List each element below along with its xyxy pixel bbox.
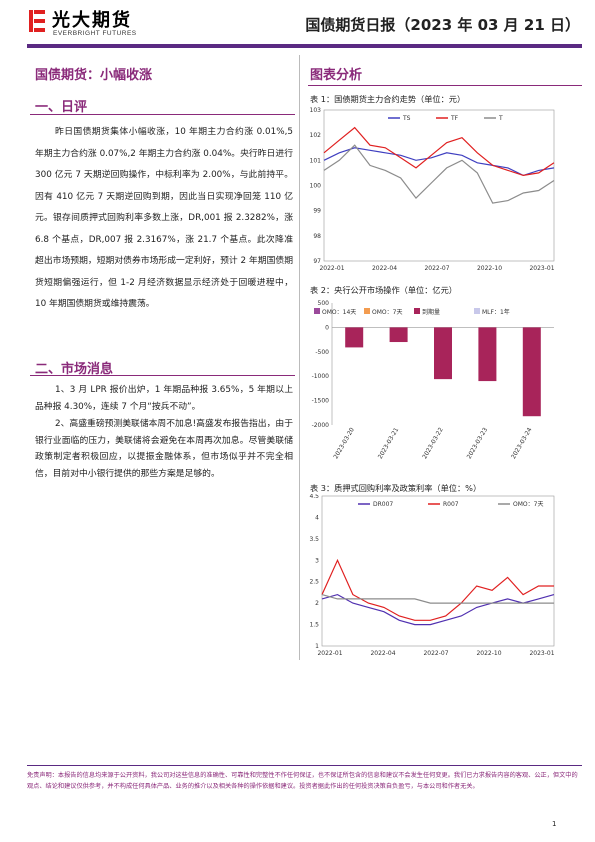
legend-label: TS	[402, 115, 411, 122]
y-tick-label: -1000	[312, 373, 330, 380]
y-tick-label: 500	[318, 300, 330, 307]
y-tick-label: 0	[325, 324, 329, 331]
section-title-daily-review: 一、日评	[35, 100, 88, 115]
x-tick-label: 2023-01	[529, 265, 554, 272]
x-tick-label: 2022-07	[424, 265, 449, 272]
x-tick-label: 2022-10	[477, 265, 502, 272]
section-divider	[30, 375, 295, 376]
legend-label: MLF：1年	[482, 308, 510, 316]
y-tick-label: 97	[313, 258, 321, 265]
y-tick-label: 99	[313, 208, 321, 215]
chart-repo-rates: 1 1.5 2 2.5 3 3.5 4 4.5 2022-01 2022-04 2022-07 202…	[309, 494, 555, 657]
plot-frame	[323, 109, 555, 262]
x-tick-label: 2023-01	[529, 650, 554, 657]
main-heading: 国债期货：小幅收涨	[35, 68, 153, 83]
legend-label: 到期量	[422, 308, 440, 316]
x-tick-label: 2022-01	[319, 265, 344, 272]
y-tick-label: 101	[310, 157, 322, 164]
series-line-TS	[323, 147, 555, 177]
section-divider	[308, 85, 582, 86]
legend-label: OMO：7天	[513, 501, 543, 508]
legend-label: T	[498, 115, 503, 122]
brand-name-cn: 光大期货	[52, 10, 132, 31]
x-tick-label: 2022-10	[476, 650, 501, 657]
bar-到期量	[389, 327, 408, 343]
y-tick-label: 102	[310, 132, 322, 139]
x-tick-label: 2022-01	[317, 650, 342, 657]
section-title-market-news: 二、市场消息	[35, 362, 114, 377]
chart-open-market-ops: -2000 -1500 -1000 -500 0 500 2023-03-20 2023-03…	[312, 300, 554, 460]
series-line-DR007	[321, 593, 555, 626]
x-tick-label: 2022-04	[372, 265, 397, 272]
series-line-OMO：7天	[321, 594, 554, 604]
y-tick-label: 2	[315, 600, 319, 607]
chart2-caption: 表 2：央行公开市场操作（单位：亿元）	[310, 285, 457, 295]
legend-label: R007	[443, 501, 459, 508]
page-header: 光大期货 EVERBRIGHT FUTURES 国债期货日报（2023 年 03…	[0, 0, 595, 50]
everbright-logo-icon	[27, 8, 47, 34]
y-tick-label: -2000	[312, 422, 330, 429]
legend-label: OMO：14天	[322, 309, 356, 316]
series-line-TF	[323, 126, 555, 177]
y-tick-label: 3.5	[309, 536, 319, 543]
chart1-caption: 表 1：国债期货主力合约走势（单位：元）	[310, 94, 466, 104]
legend-label: DR007	[373, 501, 393, 508]
legend-swatch	[314, 308, 320, 314]
x-tick-label: 2023-03-24	[510, 426, 534, 460]
y-tick-label: 1.5	[309, 622, 319, 629]
y-tick-label: 98	[313, 233, 321, 240]
x-tick-label: 2022-04	[370, 650, 395, 657]
legend-swatch	[414, 308, 420, 314]
footer-divider	[27, 765, 582, 766]
chart3-caption: 表 3：质押式回购利率及政策利率（单位：%）	[310, 483, 482, 493]
y-tick-label: -500	[315, 349, 329, 356]
y-tick-label: 4	[315, 514, 319, 521]
bar-到期量	[522, 327, 541, 417]
header-divider	[27, 44, 582, 48]
legend-label: TF	[450, 115, 459, 122]
news-item-1: 1、3 月 LPR 报价出炉，1 年期品种报 3.65%，5 年期以上品种报 4…	[35, 385, 293, 412]
x-tick-label: 2023-03-23	[466, 426, 490, 460]
chart-section-heading: 图表分析	[310, 68, 363, 83]
y-tick-label: 4.5	[309, 494, 319, 500]
section-divider	[30, 114, 295, 115]
bar-到期量	[434, 327, 452, 380]
x-tick-label: 2022-07	[423, 650, 448, 657]
x-tick-label: 2023-03-21	[377, 426, 401, 460]
bar-到期量	[478, 327, 497, 382]
disclaimer: 免责声明：本报告的信息均来源于公开资料，我公司对这些信息的准确性、可靠性和完整性…	[27, 772, 578, 790]
brand-name-en: EVERBRIGHT FUTURES	[53, 30, 137, 37]
legend-label: OMO：7天	[372, 309, 402, 316]
news-item-2: 2、高盛重磅预测美联储本周不加息!高盛发布报告指出，由于银行业面临的压力，美联储…	[35, 419, 293, 479]
x-tick-label: 2023-03-20	[332, 426, 356, 460]
y-tick-label: 100	[310, 183, 322, 190]
page-number: 1	[552, 820, 557, 828]
series-line-T	[323, 144, 555, 204]
x-tick-label: 2023-03-22	[421, 426, 445, 460]
y-tick-label: 3	[315, 557, 319, 564]
legend-swatch	[474, 308, 480, 314]
y-tick-label: -1500	[312, 398, 330, 405]
chart-futures-prices: 97 98 99 100 101 102 103 2022-01 2022-04 2022-07 2…	[310, 107, 555, 272]
column-divider	[299, 55, 300, 660]
y-tick-label: 103	[310, 107, 322, 114]
bar-到期量	[345, 327, 364, 348]
report-title: 国债期货日报（2023 年 03 月 21 日）	[305, 16, 580, 34]
plot-frame	[321, 495, 555, 647]
y-tick-label: 1	[315, 643, 319, 650]
y-tick-label: 2.5	[309, 579, 319, 586]
series-line-R007	[321, 558, 554, 621]
daily-review-body: 昨日国债期货集体小幅收涨，10 年期主力合约涨 0.01%,5 年期主力合约涨 …	[35, 127, 293, 309]
legend-swatch	[364, 308, 370, 314]
